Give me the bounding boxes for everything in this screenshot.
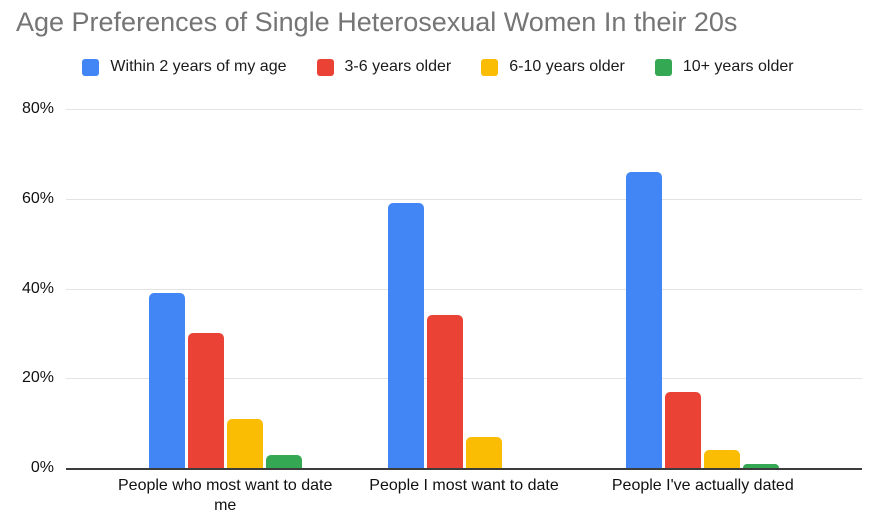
legend-swatch-icon [654,58,672,76]
plot-area [66,109,862,470]
legend-label: Within 2 years of my age [110,58,287,75]
gridline-80% [66,109,862,110]
y-axis-tick-label: 80% [21,100,54,117]
legend-label: 10+ years older [682,58,794,75]
chart-legend: Within 2 years of my age 3-6 years older 6… [0,58,876,76]
bar-3-6-years-older [187,333,224,468]
legend-label: 6-10 years older [509,58,625,75]
legend-item-2: 6-10 years older [481,58,625,76]
gridline-40% [66,288,862,290]
bar-group-0 [148,109,302,468]
gridline-60% [66,198,862,200]
bar-10+-years-older [743,463,780,468]
x-axis-line [66,468,862,470]
y-axis-tick-label: 40% [21,279,54,297]
bar-within-2-years-of-my-age [626,171,663,468]
gridline-20% [66,378,862,380]
legend-item-0: Within 2 years of my age [82,58,287,76]
bar-6-10-years-older [465,436,502,468]
chart-title: Age Preferences of Single Heterosexual W… [16,7,738,37]
bar-6-10-years-older [226,418,263,468]
x-axis-category-label: People I most want to date [369,477,559,494]
y-axis-tick-label: 0% [30,459,54,476]
legend-swatch-icon [316,58,334,76]
legend-item-3: 10+ years older [654,58,794,76]
legend-swatch-icon [82,58,100,76]
bar-within-2-years-of-my-age [387,203,424,468]
y-axis-tick-label: 20% [21,369,54,387]
legend-label: 3-6 years older [344,58,452,75]
y-axis-tick-label: 60% [21,189,54,207]
x-axis-category-label: People who most want to date me [118,477,333,514]
bar-3-6-years-older [426,315,463,468]
bar-within-2-years-of-my-age [148,293,185,468]
bar-3-6-years-older [665,391,702,468]
x-axis-category-label: People I've actually dated [611,477,794,494]
bar-group-1 [387,109,541,468]
bar-group-2 [626,109,780,468]
bar-10+-years-older [265,454,302,468]
legend-item-1: 3-6 years older [316,58,452,76]
bar-6-10-years-older [704,450,741,468]
legend-swatch-icon [481,58,499,76]
